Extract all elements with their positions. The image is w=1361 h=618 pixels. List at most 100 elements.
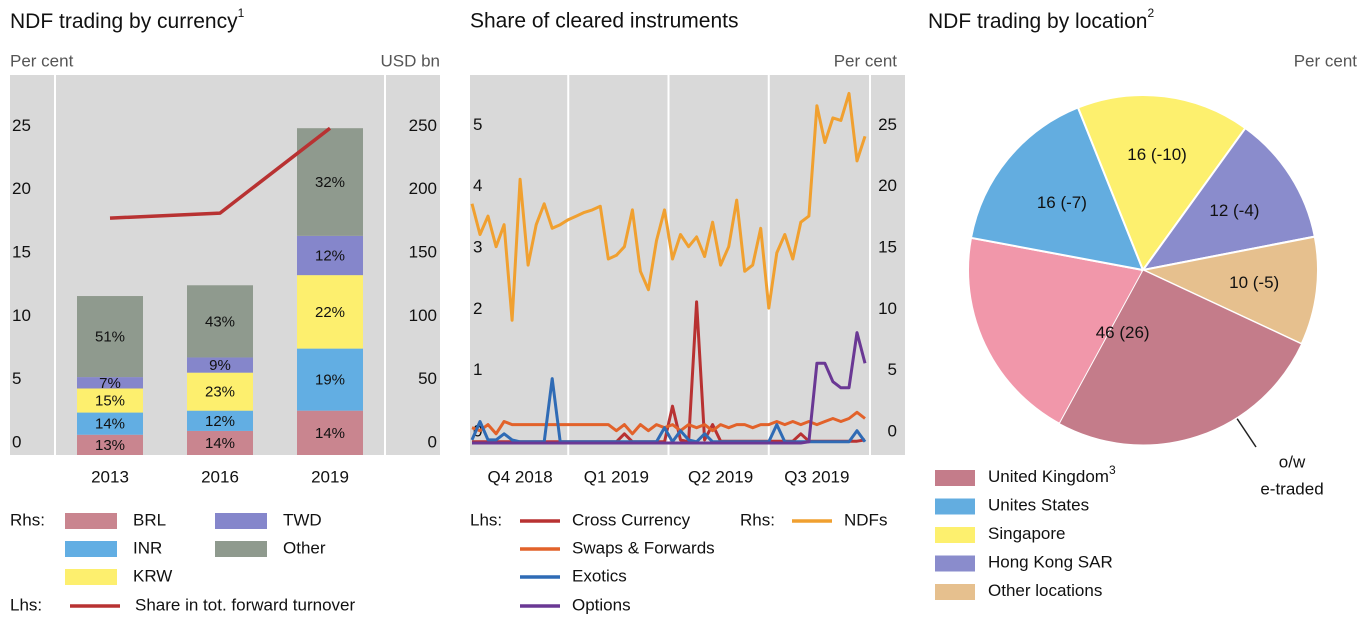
bar-segment xyxy=(77,296,143,378)
y-tick-label: 10 xyxy=(12,306,31,325)
share-label: 51% xyxy=(95,329,125,346)
y-tick-label: 5 xyxy=(473,115,482,134)
bar-segment xyxy=(187,372,253,411)
y2-tick-label: 0 xyxy=(888,421,897,440)
legend-label: Singapore xyxy=(988,524,1066,543)
x-tick-label: Q3 2019 xyxy=(784,467,849,486)
bar-segment xyxy=(187,357,253,373)
pie-slice xyxy=(1140,126,1316,272)
pie-slice xyxy=(969,106,1145,272)
share-label: 15% xyxy=(95,393,125,410)
title-note: 2 xyxy=(1147,6,1154,20)
line xyxy=(109,126,332,220)
y2-axis-label: Per cent xyxy=(834,51,898,70)
share-label: 9% xyxy=(209,357,231,374)
slice-label: 46 (26) xyxy=(1096,323,1150,342)
share-label: 12% xyxy=(315,247,345,264)
legend-label: NDFs xyxy=(844,510,887,529)
legend-label: BRL xyxy=(133,510,166,529)
y2-tick-label: 15 xyxy=(878,237,897,256)
slice-label: 10 (-5) xyxy=(1229,273,1279,292)
y-axis-label: Per cent xyxy=(1294,51,1358,70)
y-tick-label: 5 xyxy=(12,369,21,388)
y-tick-label: 15 xyxy=(12,242,31,261)
y2-tick-label: 5 xyxy=(888,360,897,379)
legend-label: TWD xyxy=(283,510,322,529)
bar-segment xyxy=(187,410,253,431)
line xyxy=(472,331,867,445)
share-label: 32% xyxy=(315,174,345,191)
bar-segment xyxy=(77,412,143,435)
legend-swatch xyxy=(65,513,117,529)
y2-tick-label: 150 xyxy=(409,242,437,261)
x-tick-label: Q4 2018 xyxy=(488,467,553,486)
legend-swatch xyxy=(935,470,975,486)
y-tick-label: 2 xyxy=(473,299,482,318)
y2-tick-label: 10 xyxy=(878,299,897,318)
share-label: 7% xyxy=(99,375,121,392)
y2-tick-label: 25 xyxy=(878,115,897,134)
legend-label: Exotics xyxy=(572,566,627,585)
y-tick-label: 4 xyxy=(473,176,482,195)
legend-swatch xyxy=(935,555,975,572)
annotation: e-traded xyxy=(1260,479,1323,498)
share-label: 14% xyxy=(95,416,125,433)
title-note: 1 xyxy=(238,6,245,20)
chart-title: Share of cleared instruments xyxy=(470,10,738,33)
share-label: 23% xyxy=(205,384,235,401)
line xyxy=(471,410,866,436)
bar-segment xyxy=(77,388,143,413)
share-label: 13% xyxy=(95,437,125,454)
legend-swatch xyxy=(65,541,117,557)
legend-group: Rhs: xyxy=(10,510,45,529)
share-label: 14% xyxy=(315,425,345,442)
pie-slice xyxy=(1076,93,1247,273)
plot-background xyxy=(470,75,905,455)
y-tick-label: 20 xyxy=(12,179,31,198)
legend-label: Share in tot. forward turnover xyxy=(135,595,356,614)
legend-swatch xyxy=(935,527,975,543)
x-tick-label: 2016 xyxy=(201,467,239,486)
bar-segment xyxy=(187,430,253,455)
title-text: NDF trading by location xyxy=(928,10,1147,33)
legend-swatch xyxy=(215,541,267,557)
y-tick-label: 3 xyxy=(473,237,482,256)
x-tick-label: Q1 2019 xyxy=(584,467,649,486)
legend-label: Options xyxy=(572,595,631,614)
legend-label: Hong Kong SAR xyxy=(988,553,1113,572)
bar-segment xyxy=(297,275,363,349)
bar-segment xyxy=(187,285,253,358)
slice-label: 16 (-7) xyxy=(1037,193,1087,212)
title-text: NDF trading by currency xyxy=(10,10,238,33)
y2-tick-label: 50 xyxy=(418,369,437,388)
bar-segment xyxy=(77,377,143,389)
legend-swatch xyxy=(935,498,975,515)
pie-sub-slice xyxy=(1058,269,1303,446)
legend-label: Cross Currency xyxy=(572,510,691,529)
legend-label: Unites States xyxy=(988,496,1089,515)
legend-note: 3 xyxy=(1109,463,1116,477)
legend-label: Other locations xyxy=(988,581,1102,600)
legend-label: Other xyxy=(283,538,326,557)
legend-label: KRW xyxy=(133,566,172,585)
bar-segment xyxy=(297,235,363,276)
share-label: 12% xyxy=(205,413,235,430)
y-tick-label: 1 xyxy=(473,360,482,379)
y2-tick-label: 200 xyxy=(409,179,437,198)
legend-swatch xyxy=(215,513,267,529)
share-label: 22% xyxy=(315,304,345,321)
y2-tick-label: 20 xyxy=(878,176,897,195)
legend-swatch xyxy=(65,569,117,585)
legend-group: Lhs: xyxy=(10,595,42,614)
pie-slice xyxy=(1139,235,1320,346)
legend-swatch xyxy=(935,584,975,600)
bar-segment xyxy=(297,410,363,455)
bar-segment xyxy=(77,434,143,455)
x-tick-label: 2013 xyxy=(91,467,129,486)
y-tick-label: 0 xyxy=(12,432,21,451)
chart-title: NDF trading by location2 xyxy=(928,6,1154,32)
y-tick-label: 25 xyxy=(12,116,31,135)
y2-tick-label: 0 xyxy=(428,432,437,451)
x-tick-label: 2019 xyxy=(311,467,349,486)
